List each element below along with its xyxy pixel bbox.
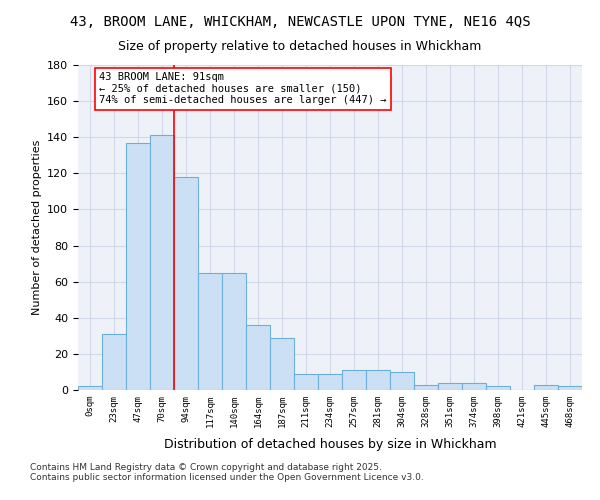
Bar: [366, 370, 390, 390]
X-axis label: Distribution of detached houses by size in Whickham: Distribution of detached houses by size …: [164, 438, 496, 451]
Bar: [294, 374, 318, 390]
Bar: [342, 370, 366, 390]
Bar: [246, 325, 270, 390]
Text: Contains HM Land Registry data © Crown copyright and database right 2025.
Contai: Contains HM Land Registry data © Crown c…: [30, 463, 424, 482]
Bar: [150, 136, 174, 390]
Text: 43, BROOM LANE, WHICKHAM, NEWCASTLE UPON TYNE, NE16 4QS: 43, BROOM LANE, WHICKHAM, NEWCASTLE UPON…: [70, 15, 530, 29]
Bar: [198, 272, 222, 390]
Bar: [414, 384, 438, 390]
Bar: [390, 372, 414, 390]
Bar: [222, 272, 246, 390]
Bar: [462, 383, 486, 390]
Bar: [318, 374, 342, 390]
Bar: [558, 386, 582, 390]
Text: Size of property relative to detached houses in Whickham: Size of property relative to detached ho…: [118, 40, 482, 53]
Bar: [438, 383, 462, 390]
Bar: [174, 177, 198, 390]
Bar: [486, 386, 510, 390]
Bar: [102, 334, 126, 390]
Bar: [126, 142, 150, 390]
Bar: [534, 384, 558, 390]
Bar: [78, 386, 102, 390]
Bar: [270, 338, 294, 390]
Y-axis label: Number of detached properties: Number of detached properties: [32, 140, 41, 315]
Text: 43 BROOM LANE: 91sqm
← 25% of detached houses are smaller (150)
74% of semi-deta: 43 BROOM LANE: 91sqm ← 25% of detached h…: [99, 72, 386, 106]
